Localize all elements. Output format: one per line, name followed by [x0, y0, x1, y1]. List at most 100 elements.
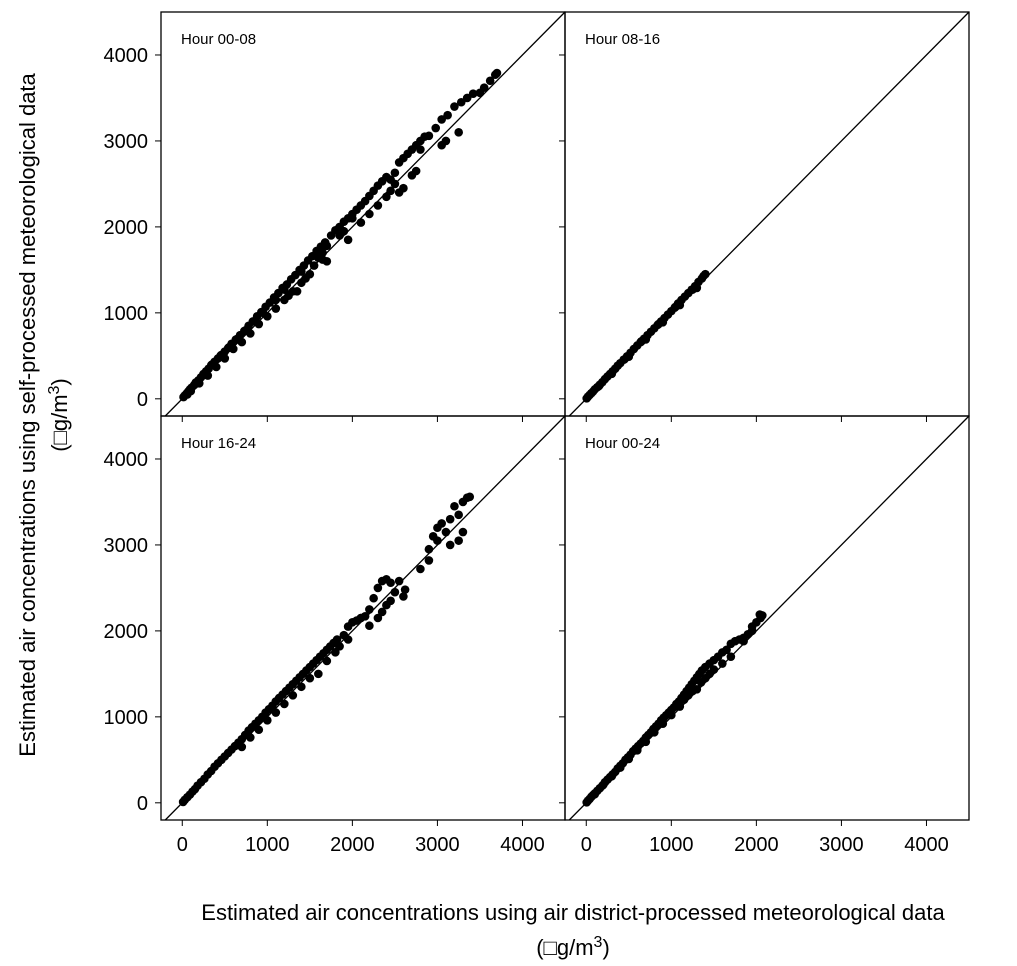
data-point: [458, 527, 468, 537]
panel-hour-16-24: 0 1000 2000 3000 4000 0 1000 2000 3000 4000 Hour 1…: [104, 415, 566, 856]
data-point: [297, 267, 306, 276]
data-point: [335, 642, 344, 651]
y-tick-label: 4000: [104, 449, 149, 471]
data-point: [305, 673, 315, 683]
data-point: [468, 89, 478, 98]
data-point: [445, 540, 455, 550]
data-point: [314, 669, 323, 679]
y-tick-label: 4000: [104, 45, 149, 67]
data-point: [424, 544, 434, 554]
data-point: [246, 733, 255, 742]
panel-hour-00-24: 0 1000 2000 3000 4000 Hour 00-24: [559, 415, 970, 856]
data-point: [322, 256, 332, 266]
data-point: [322, 241, 332, 251]
data-point: [701, 269, 710, 279]
y-tick-label: 2000: [104, 621, 149, 643]
panel-hour-08-16: Hour 08-16: [559, 11, 970, 422]
data-point: [186, 386, 196, 396]
data-point: [718, 659, 727, 668]
data-point: [369, 593, 378, 603]
data-point: [688, 285, 697, 294]
panel-label-hour-00-24: Hour 00-24: [585, 435, 660, 452]
data-point: [373, 613, 383, 623]
chart-panels: 0 1000 2000 3000 4000 Hour 00-08 Hour 08-16 0 10…: [104, 11, 970, 856]
data-point: [348, 213, 357, 223]
data-point: [641, 737, 651, 747]
data-point: [454, 510, 463, 520]
data-point: [424, 556, 434, 565]
x-tick-label: 3000: [819, 834, 864, 856]
data-point: [607, 771, 617, 781]
data-point: [679, 695, 689, 704]
data-point: [390, 168, 400, 178]
data-point: [739, 636, 748, 646]
data-point: [199, 370, 208, 380]
data-point: [339, 226, 349, 236]
x-tick-label: 1000: [245, 834, 290, 856]
panel-label-hour-16-24: Hour 16-24: [181, 435, 256, 452]
data-point: [450, 501, 459, 511]
data-point: [399, 592, 408, 601]
data-point: [416, 145, 425, 154]
data-point: [237, 742, 247, 752]
data-point: [263, 715, 272, 725]
data-point: [658, 719, 668, 729]
data-point: [241, 325, 251, 335]
x-tick-label: 2000: [734, 834, 779, 856]
data-point: [322, 656, 332, 666]
data-point: [331, 648, 340, 657]
data-point: [454, 536, 463, 545]
x-tick-label: 0: [177, 834, 188, 856]
data-point: [386, 596, 395, 606]
data-point: [479, 83, 489, 92]
data-point: [254, 725, 264, 735]
data-point: [450, 102, 459, 111]
data-point: [233, 334, 242, 343]
data-point: [492, 68, 502, 78]
panel-label-hour-00-08: Hour 00-08: [181, 31, 256, 48]
data-point: [386, 186, 395, 196]
data-point: [207, 360, 217, 369]
data-point: [667, 710, 676, 720]
data-point: [284, 291, 293, 300]
data-point: [437, 519, 446, 528]
data-point: [671, 302, 680, 312]
data-point: [343, 235, 353, 245]
data-point: [705, 669, 714, 679]
y-tick-label: 1000: [104, 707, 149, 729]
data-point: [292, 287, 302, 296]
data-point: [688, 686, 697, 696]
data-point: [632, 746, 642, 755]
y-tick-label: 3000: [104, 535, 149, 557]
data-point: [258, 308, 268, 318]
data-point: [356, 613, 366, 623]
data-point: [615, 763, 625, 772]
data-point: [271, 304, 281, 313]
y-axis-title-unit: (□g/m3): [46, 378, 73, 452]
data-point: [722, 645, 731, 655]
panel-frame-hour-00-24: [564, 415, 970, 821]
x-tick-label: 2000: [330, 834, 375, 856]
data-point: [216, 351, 225, 361]
x-axis-title-unit: (□g/m3): [536, 934, 610, 961]
panel-label-hour-08-16: Hour 08-16: [585, 31, 660, 48]
data-point: [400, 585, 410, 594]
data-point: [356, 218, 366, 227]
data-point: [590, 789, 600, 799]
x-tick-label: 4000: [500, 834, 545, 856]
data-point: [620, 354, 629, 364]
data-point: [433, 536, 442, 545]
data-point: [462, 93, 472, 103]
y-axis-title: Estimated air concentrations using self-…: [15, 72, 72, 756]
data-point: [441, 527, 451, 537]
x-tick-label: 0: [581, 834, 592, 856]
data-point: [399, 183, 408, 193]
data-point: [394, 576, 404, 586]
data-point: [297, 682, 306, 692]
data-point: [624, 754, 634, 764]
data-point: [598, 780, 608, 790]
data-point: [431, 123, 441, 133]
data-point: [675, 702, 685, 711]
data-point: [280, 285, 289, 294]
data-point: [386, 578, 395, 588]
